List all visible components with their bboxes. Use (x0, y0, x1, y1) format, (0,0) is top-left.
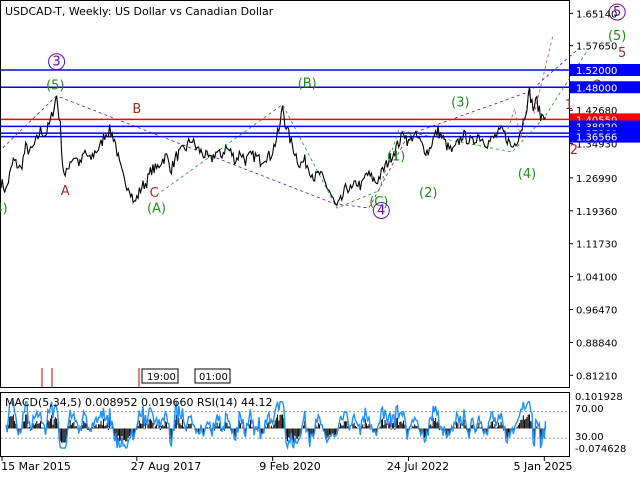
price-tick-label: 1.42680 (576, 106, 617, 117)
wave-label: C (150, 186, 159, 201)
price-tick-label: 1.11730 (576, 240, 617, 251)
wave-label: (5) (46, 78, 64, 93)
price-line (0, 87, 546, 207)
main-panel-frame (0, 0, 570, 388)
price-tick-label: 1.57650 (576, 42, 617, 53)
price-tick-label: 0.88840 (576, 338, 617, 349)
price-tick-label: 0.96470 (576, 305, 617, 316)
wave-label: A (61, 184, 70, 199)
wave-label: (1) (387, 150, 405, 165)
time-tick-label: 9 Feb 2020 (259, 460, 320, 473)
time-marker: 19:00 (147, 372, 176, 383)
time-tick-label: 24 Jul 2022 (387, 460, 449, 473)
price-tick-label: 1.26990 (576, 174, 617, 185)
level-labels: 1.520001.480001.405501.389201.373601.365… (570, 64, 640, 144)
indicator-tick-label: 70.00 (575, 404, 604, 415)
indicator-panel-frame (0, 392, 570, 457)
price-tick-label: 1.19360 (576, 207, 617, 218)
time-marker-box (141, 368, 179, 384)
chart-title: USDCAD-T, Weekly: US Dollar vs Canadian … (5, 5, 274, 18)
level-label-box (570, 64, 640, 77)
level-label-box (570, 81, 640, 94)
wave-label: 3 (52, 55, 60, 70)
wave-label: 5 (613, 5, 621, 20)
price-series (0, 87, 546, 207)
wave-label: 4 (377, 203, 385, 218)
time-tick-label: 5 Jan 2025 (514, 460, 573, 473)
level-label: 1.48000 (576, 83, 617, 94)
price-tick-label: 0.81210 (576, 371, 617, 382)
indicator-tick-label: 30.00 (575, 432, 604, 443)
wave-label: 4) (0, 201, 8, 216)
price-axis: 1.65140 1.57650 1.42680 1.34930 1.26990 1.193… (569, 9, 617, 382)
indicator-tick-label: -0.074628 (575, 444, 626, 455)
wave-label-circle (372, 201, 390, 219)
wave-label: (5) (608, 29, 626, 44)
level-label-box (570, 130, 640, 143)
wave-label-circle (608, 3, 626, 21)
time-tick-label: 15 Mar 2015 (1, 460, 71, 473)
time-marker: 01:00 (199, 372, 228, 383)
rsi-line (5, 400, 547, 451)
time-tick-label: 27 Aug 2017 (131, 460, 201, 473)
wave-label: (2) (419, 186, 437, 201)
price-tick-label: 1.04100 (576, 273, 617, 284)
price-tick-label: 1.34930 (576, 140, 617, 151)
indicator-label: MACD(5,34,5) 0.008952 0.019660 RSI(14) 4… (5, 396, 272, 409)
indicator-tick-label: 0.101928 (575, 392, 623, 403)
wave-label: (A) (147, 201, 166, 216)
wave-label: 5 (618, 46, 626, 61)
wave-label-circle (48, 53, 66, 71)
wave-label: 2 (570, 143, 578, 158)
level-label: 1.36566 (576, 133, 617, 144)
time-axis: 15 Mar 2015 27 Aug 2017 9 Feb 2020 24 Jul 2… (1, 457, 572, 473)
price-tick-label: 1.65140 (576, 9, 617, 20)
time-marker-box (194, 368, 231, 384)
wave-label: 1 (565, 98, 573, 113)
level-label: 1.52000 (576, 66, 617, 77)
wave-label: ) (0, 141, 1, 156)
wave-label: (3) (451, 96, 469, 111)
wave-label: (4) (518, 167, 536, 182)
wave-label: B (132, 102, 141, 117)
wave-label: (B) (298, 76, 317, 91)
